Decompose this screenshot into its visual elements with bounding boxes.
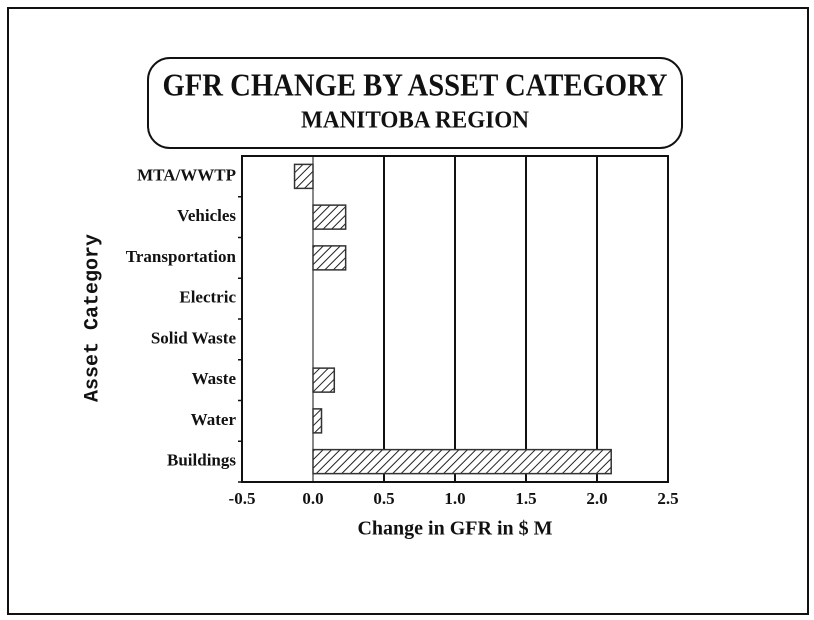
x-tick-label: 0.5 — [373, 489, 394, 508]
x-tick-label: 2.0 — [586, 489, 607, 508]
y-tick-label: Buildings — [167, 451, 236, 470]
bar — [312, 408, 323, 434]
x-tick-label: 0.0 — [302, 489, 323, 508]
bar — [312, 448, 612, 475]
frame — [7, 7, 809, 615]
x-tick-label: -0.5 — [229, 489, 256, 508]
y-tick-label: Waste — [192, 369, 237, 388]
y-tick-label: Transportation — [126, 247, 237, 266]
chart-title: GFR CHANGE BY ASSET CATEGORY — [163, 66, 668, 102]
y-tick-label: MTA/WWTP — [137, 165, 236, 184]
y-tick-label: Solid Waste — [151, 328, 237, 347]
y-tick-label: Electric — [179, 288, 236, 307]
y-tick-label: Water — [191, 410, 237, 429]
bar — [312, 245, 347, 271]
x-tick-label: 1.0 — [444, 489, 465, 508]
x-tick-label: 1.5 — [515, 489, 536, 508]
x-axis-label: Change in GFR in $ M — [357, 518, 552, 540]
title-box — [147, 57, 683, 149]
y-tick-label: Vehicles — [177, 206, 236, 225]
bar — [293, 163, 314, 190]
y-axis-label: Asset Category — [81, 234, 104, 402]
bar — [312, 367, 336, 393]
chart-subtitle: MANITOBA REGION — [301, 108, 530, 134]
bar — [312, 204, 347, 230]
x-tick-label: 2.5 — [657, 489, 678, 508]
